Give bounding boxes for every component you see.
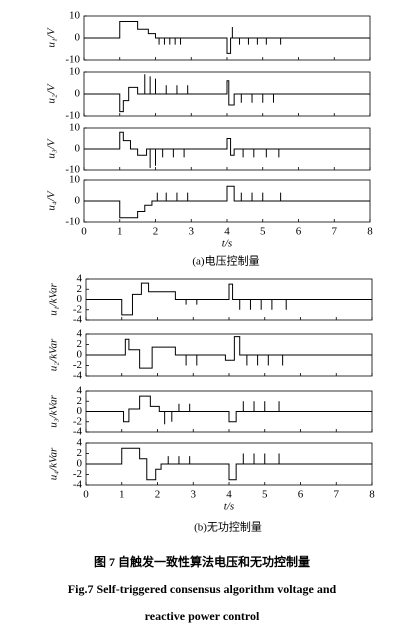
y-tick-label: 0 xyxy=(75,195,81,207)
y-axis-label: u₃/kVar xyxy=(48,395,60,428)
y-tick-label: 0 xyxy=(75,32,81,44)
y-tick-label: 0 xyxy=(77,458,83,470)
x-tick-label: 5 xyxy=(262,489,268,501)
signal-line xyxy=(84,131,370,168)
x-tick-label: 8 xyxy=(367,226,373,238)
signal-line xyxy=(84,185,370,219)
signal-line xyxy=(84,21,370,54)
y-axis-label: u₃/V xyxy=(46,138,58,158)
x-tick-label: 3 xyxy=(191,489,197,501)
y-tick-label: 2 xyxy=(77,395,83,407)
y-axis-label: u₄/kVar xyxy=(48,447,60,480)
signal-line xyxy=(84,74,370,113)
y-tick-label: 4 xyxy=(77,328,83,340)
y-tick-label: -4 xyxy=(73,479,83,491)
y-tick-label: -2 xyxy=(73,468,82,480)
y-tick-label: -10 xyxy=(65,164,80,176)
y-axis-label: u₄/V xyxy=(46,190,58,210)
y-axis-label: u₂/kVar xyxy=(48,338,60,371)
signal-line xyxy=(86,282,372,316)
x-axis-label: t/s xyxy=(222,238,232,250)
x-tick-label: 7 xyxy=(334,489,340,501)
x-tick-label: 4 xyxy=(226,489,232,501)
y-tick-label: 4 xyxy=(77,385,83,397)
x-tick-label: 0 xyxy=(83,489,89,501)
y-tick-label: -4 xyxy=(73,426,83,438)
x-tick-label: 3 xyxy=(189,226,195,238)
signal-line xyxy=(86,395,372,425)
x-tick-label: 1 xyxy=(117,226,123,238)
y-tick-label: 0 xyxy=(77,293,83,305)
signal-line xyxy=(86,336,372,369)
y-tick-label: -4 xyxy=(73,314,83,326)
signal-line xyxy=(86,447,372,481)
caption-a: (a)电压控制量 xyxy=(192,254,259,268)
y-tick-label: -2 xyxy=(73,303,82,315)
y-tick-label: 2 xyxy=(77,338,83,350)
figure-title-en: Fig.7 Self-triggered consensus algorithm… xyxy=(68,582,337,596)
y-tick-label: -2 xyxy=(73,359,82,371)
x-tick-label: 6 xyxy=(296,226,302,238)
y-axis-label: u₂/V xyxy=(46,83,58,103)
y-tick-label: 0 xyxy=(75,143,81,155)
x-tick-label: 7 xyxy=(332,226,338,238)
y-tick-label: -10 xyxy=(65,54,80,66)
x-tick-label: 5 xyxy=(260,226,266,238)
x-tick-label: 4 xyxy=(224,226,230,238)
x-tick-label: 8 xyxy=(369,489,375,501)
y-tick-label: -10 xyxy=(65,110,80,122)
x-tick-label: 2 xyxy=(155,489,161,501)
figure-title-en: reactive power control xyxy=(145,609,260,623)
figure-title-cn: 图 7 自触发一致性算法电压和无功控制量 xyxy=(94,554,310,569)
y-tick-label: 10 xyxy=(69,10,81,22)
y-tick-label: 10 xyxy=(69,174,81,186)
caption-b: (b)无功控制量 xyxy=(194,520,262,534)
y-tick-label: 10 xyxy=(69,66,81,78)
y-tick-label: 0 xyxy=(77,405,83,417)
y-axis-label: u₁/kVar xyxy=(48,283,60,316)
y-tick-label: -2 xyxy=(73,415,82,427)
x-tick-label: 2 xyxy=(153,226,159,238)
y-tick-label: 4 xyxy=(77,273,83,285)
y-tick-label: 0 xyxy=(75,88,81,100)
y-tick-label: 2 xyxy=(77,447,83,459)
y-tick-label: 0 xyxy=(77,349,83,361)
x-tick-label: 6 xyxy=(298,489,304,501)
y-tick-label: 10 xyxy=(69,122,81,134)
y-tick-label: 4 xyxy=(77,437,83,449)
y-axis-label: u₁/V xyxy=(46,27,58,47)
y-tick-label: 2 xyxy=(77,283,83,295)
y-tick-label: -4 xyxy=(73,370,83,382)
x-tick-label: 1 xyxy=(119,489,125,501)
x-axis-label: t/s xyxy=(224,501,234,513)
y-tick-label: -10 xyxy=(65,216,80,228)
x-tick-label: 0 xyxy=(81,226,87,238)
